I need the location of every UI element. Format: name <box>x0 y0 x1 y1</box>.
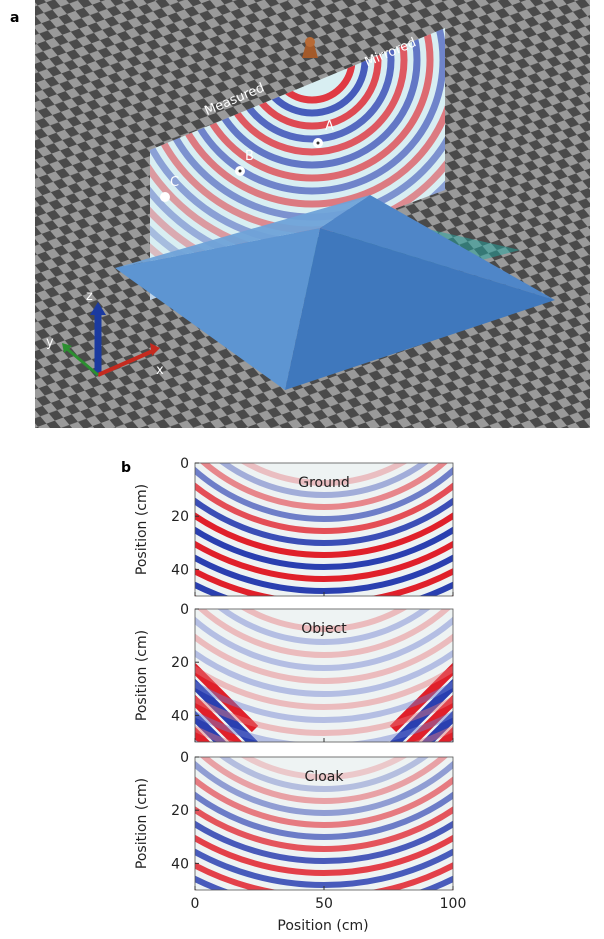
panel-label: b <box>121 460 131 476</box>
plot-title: Object <box>301 621 347 637</box>
y-tick-label: 0 <box>180 750 189 766</box>
plot-title: Ground <box>298 475 350 491</box>
y-axis-label: Position (cm) <box>134 484 150 575</box>
y-axis-label: Position (cm) <box>134 630 150 721</box>
point-label: B <box>245 149 254 164</box>
point-label: C <box>170 175 179 190</box>
y-tick-label: 0 <box>180 602 189 618</box>
y-axis-label: Position (cm) <box>134 778 150 869</box>
panel-label: a <box>10 10 19 26</box>
x-tick-label: 50 <box>315 896 333 912</box>
y-tick-label: 20 <box>171 509 189 525</box>
x-tick-label: 0 <box>191 896 200 912</box>
figure: a Measured Mirrored A B C x y z b Positi… <box>0 0 604 935</box>
y-tick-label: 40 <box>171 708 189 724</box>
y-tick-label: 40 <box>171 562 189 578</box>
x-tick-label: 100 <box>440 896 467 912</box>
point-label: A <box>325 119 334 134</box>
axis-glyph-label: y <box>46 335 54 350</box>
y-tick-label: 20 <box>171 803 189 819</box>
axis-glyph-label: z <box>86 289 93 304</box>
y-tick-label: 20 <box>171 655 189 671</box>
y-tick-label: 40 <box>171 856 189 872</box>
axis-glyph-label: x <box>156 363 164 378</box>
render-3d <box>0 0 604 428</box>
y-tick-label: 0 <box>180 456 189 472</box>
plot-title: Cloak <box>305 769 345 785</box>
x-axis-label: Position (cm) <box>277 918 368 934</box>
